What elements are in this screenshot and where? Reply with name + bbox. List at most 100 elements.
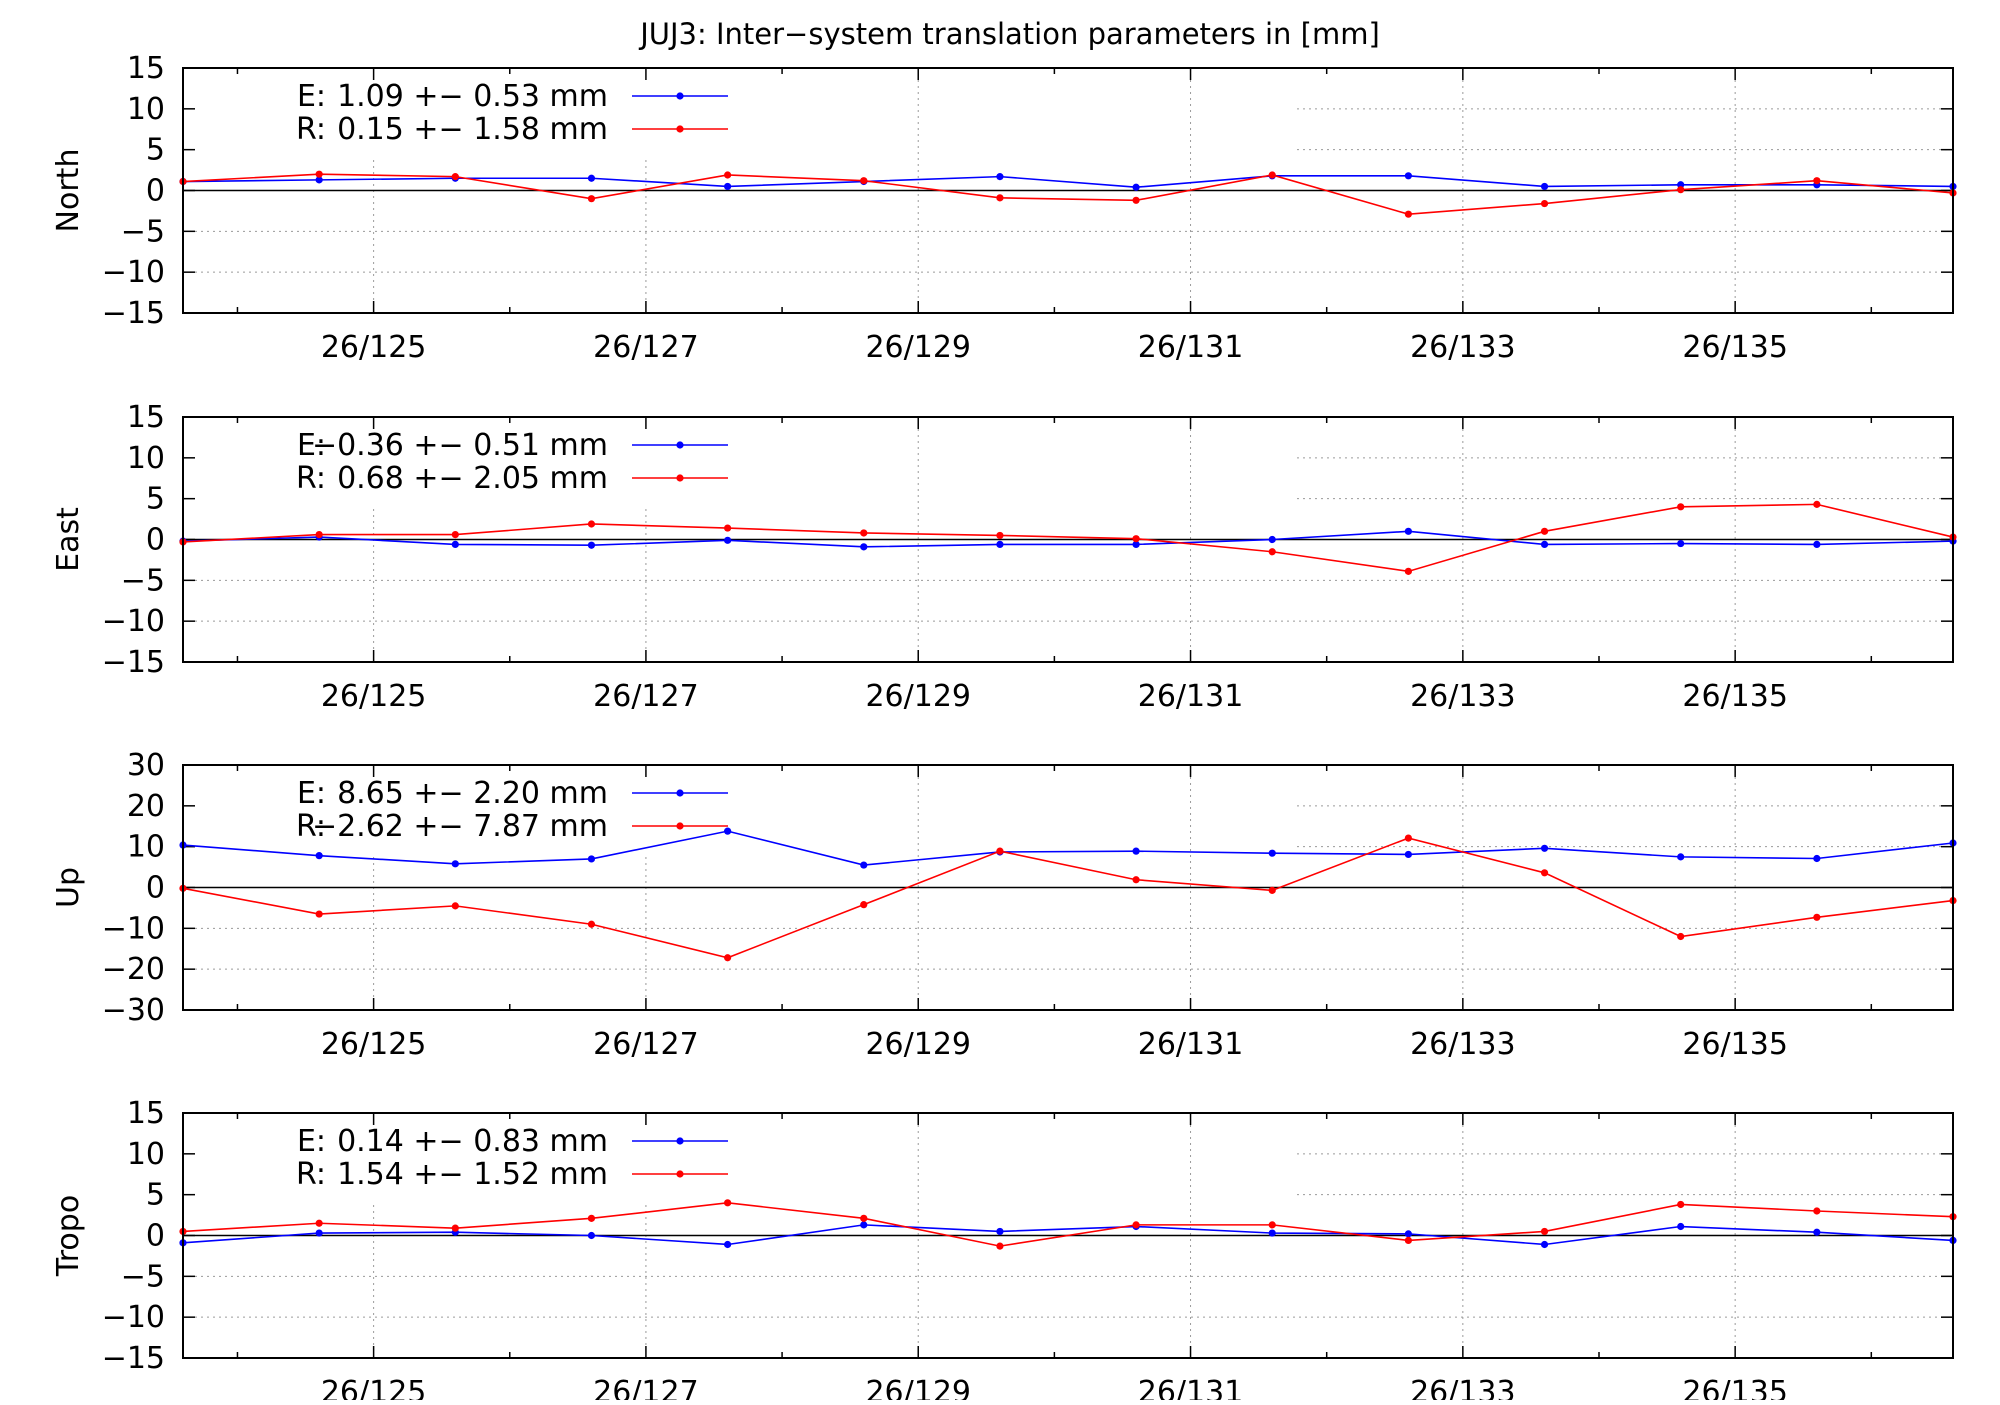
- data-point: [1677, 1200, 1685, 1209]
- data-point: [996, 531, 1004, 540]
- legend-name: E:: [297, 1124, 326, 1159]
- x-tick-label: 26/127: [593, 1027, 699, 1062]
- data-point: [315, 170, 323, 178]
- data-point: [724, 827, 732, 835]
- data-point: [996, 194, 1004, 202]
- y-tick-label: 5: [146, 1178, 165, 1213]
- y-tick-label: −20: [102, 952, 165, 987]
- legend-value: −0.36 +− 0.51 mm: [312, 428, 608, 463]
- data-point: [1132, 196, 1140, 204]
- legend-value: 1.09 +− 0.53 mm: [337, 79, 608, 114]
- data-point: [315, 1219, 323, 1227]
- legend-swatch-point: [676, 125, 684, 133]
- legend-name: E:: [297, 776, 326, 811]
- x-tick-label: 26/131: [1138, 330, 1244, 365]
- legend-swatch-point: [676, 822, 684, 830]
- data-point: [724, 536, 732, 544]
- x-tick-label: 26/135: [1682, 679, 1788, 714]
- y-tick-label: −30: [102, 993, 165, 1028]
- data-point: [587, 1214, 596, 1222]
- data-point: [315, 1229, 323, 1237]
- data-point: [1404, 1230, 1412, 1238]
- data-point: [587, 195, 596, 203]
- x-tick-label: 26/127: [593, 330, 699, 365]
- data-point: [451, 902, 459, 910]
- data-point: [1268, 171, 1276, 179]
- data-point: [587, 541, 596, 549]
- y-tick-label: −15: [102, 296, 165, 331]
- data-point: [1132, 183, 1140, 191]
- data-point: [451, 860, 459, 868]
- x-tick-label: 26/127: [593, 679, 699, 714]
- panel-up: 30 20 10 0 −10 −20 −30 26/125 26/127 26/129 26/131…: [51, 748, 1957, 1062]
- data-point: [1404, 850, 1412, 859]
- y-axis-label: East: [51, 507, 86, 572]
- y-tick-label: 15: [127, 1096, 165, 1131]
- data-point: [587, 920, 596, 928]
- y-tick-label: 0: [146, 1219, 165, 1254]
- data-point: [724, 1240, 732, 1249]
- data-point: [724, 524, 732, 532]
- series-line-e: [182, 1224, 1954, 1246]
- x-tick-label: 26/129: [865, 1375, 971, 1400]
- data-point: [724, 954, 732, 962]
- legend-swatch-point: [676, 1137, 684, 1145]
- data-point: [1268, 886, 1276, 894]
- data-point: [996, 1227, 1004, 1236]
- data-point: [1540, 1227, 1549, 1236]
- data-point: [1677, 853, 1685, 861]
- data-point: [1813, 177, 1821, 185]
- y-tick-label: 10: [127, 92, 165, 127]
- y-tick-label: 10: [127, 441, 165, 476]
- data-point: [1268, 1221, 1276, 1229]
- data-point: [1132, 535, 1140, 543]
- x-tick-label: 26/131: [1138, 679, 1244, 714]
- y-tick-label: 10: [127, 1137, 165, 1172]
- series-line-r: [182, 1202, 1954, 1247]
- x-tick-label: 26/131: [1138, 1375, 1244, 1400]
- data-point: [1540, 199, 1549, 208]
- data-point: [587, 855, 596, 863]
- data-point: [587, 174, 596, 182]
- data-point: [1677, 186, 1685, 194]
- data-point: [1132, 1221, 1140, 1229]
- legend-name: E:: [297, 428, 326, 463]
- legend-value: 1.54 +− 1.52 mm: [337, 1157, 608, 1192]
- data-point: [1268, 548, 1276, 556]
- panel-north: 15 10 5 0 −5 −10 −15 26/125 26/127 26/129 26/131 26…: [51, 51, 1957, 365]
- data-point: [1268, 1229, 1276, 1237]
- legend-name: E:: [297, 79, 326, 114]
- y-axis-label: Up: [51, 867, 86, 908]
- y-tick-label: −10: [102, 604, 165, 639]
- y-tick-label: 10: [127, 830, 165, 865]
- data-point: [1268, 849, 1276, 857]
- data-point: [1813, 913, 1821, 921]
- legend-name: R:: [296, 809, 326, 844]
- x-tick-label: 26/125: [321, 1375, 427, 1400]
- legend-value: 8.65 +− 2.20 mm: [337, 776, 608, 811]
- data-point: [860, 177, 868, 185]
- y-tick-label: −15: [102, 1341, 165, 1376]
- plot-frame: [182, 764, 1954, 1011]
- y-tick-label: 0: [146, 523, 165, 558]
- data-point: [1540, 527, 1549, 535]
- y-tick-label: 15: [127, 400, 165, 435]
- x-tick-label: 26/135: [1682, 1375, 1788, 1400]
- legend-swatch-point: [676, 441, 684, 449]
- data-point: [315, 910, 323, 918]
- x-tick-label: 26/135: [1682, 1027, 1788, 1062]
- data-point: [1132, 876, 1140, 884]
- data-point: [1813, 500, 1821, 508]
- x-tick-label: 26/125: [321, 330, 427, 365]
- y-tick-label: −5: [121, 1259, 165, 1294]
- data-point: [1813, 854, 1821, 863]
- data-point: [860, 1221, 868, 1229]
- data-point: [1677, 539, 1685, 548]
- data-point: [315, 176, 323, 184]
- plot-frame: [182, 67, 1954, 314]
- data-point: [1404, 1236, 1412, 1244]
- y-tick-label: −5: [121, 563, 165, 598]
- y-tick-label: 5: [146, 482, 165, 517]
